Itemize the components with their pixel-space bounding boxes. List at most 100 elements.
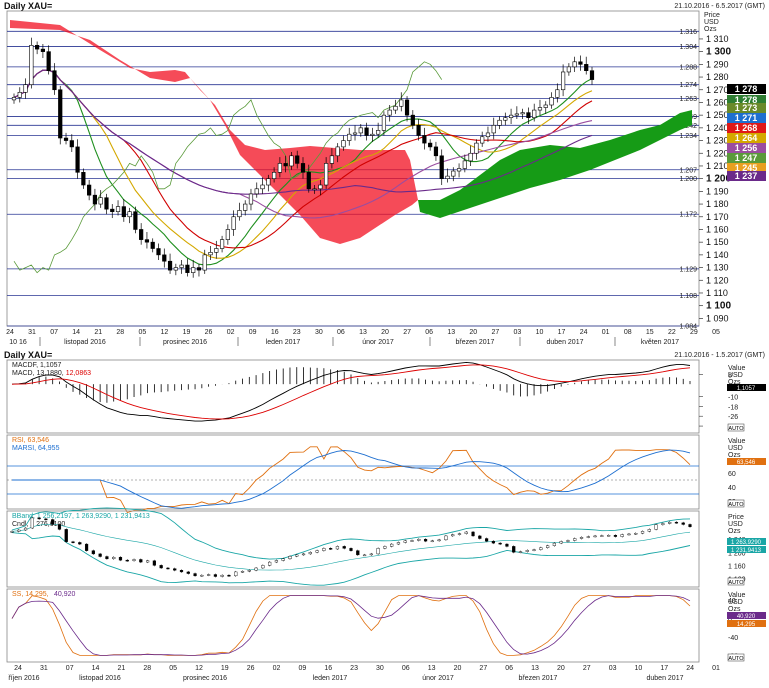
month-label: březen 2017 [519,675,558,682]
bband-lower-line [11,532,691,586]
bb-candle-body [444,535,448,541]
price-tick-label: 1 250 [706,110,729,120]
bb-candle-body [566,540,570,542]
stoch-value-box [727,620,766,627]
date-tick-label: 06 [402,665,410,672]
candle-body [404,99,410,116]
price-tick-label: 1 300 [706,47,731,58]
value-box-label: 1 256 [735,143,758,153]
price-tick-label: 1 280 [706,72,729,82]
bb-candle-body [288,556,292,560]
bb-candle-body [654,524,658,530]
candle-body [381,114,387,131]
date-tick-label: 13 [428,665,436,672]
candle-body [508,114,514,118]
bb-candle-body [10,531,14,533]
candle-body [514,113,519,116]
date-tick-label: 24 [686,665,694,672]
rsi-line [12,446,691,514]
candle-body [115,206,121,212]
bb-candle-body [579,537,584,539]
bb-candle-body [64,529,68,543]
bb-candle-body [112,556,116,560]
axis-header: Value [728,438,745,445]
value-box [727,123,766,133]
bb-candle-body [478,535,482,539]
value-box [727,133,766,143]
date-tick-label: 21 [94,329,102,336]
candle-body [289,155,294,167]
price-tick-label: 1 270 [706,85,729,95]
bb-candle-body [23,527,28,531]
bb-candle-body [539,547,543,550]
stoch-fast-line [11,595,691,656]
bb-candle-body [274,560,279,563]
bb-candle-body [593,535,597,538]
price-axis-header: Price [704,12,720,19]
value-box [727,153,766,163]
candle-body [237,210,242,218]
auto-scale-label: AUTO [728,502,744,508]
bb-candle-body [627,533,631,536]
bb-candle-body [268,561,272,566]
candle-body [387,109,392,116]
support-line-label: 1.304 [679,44,697,51]
candle-body [364,127,369,136]
bb-candle-body [613,535,618,537]
date-tick-label: 13 [531,665,539,672]
price-tick-label: 1 160 [706,224,729,234]
date-tick-label: 05 [138,329,146,336]
date-tick-label: 31 [28,329,36,336]
stoch-slow-line [11,595,691,656]
auto-scale-label: AUTO [728,580,744,586]
candle-legend: Cndl, 1 276,6100 [12,521,65,528]
axis-tick-label: 1 160 [728,563,746,570]
month-label: duben 2017 [547,339,584,346]
bb-candle-body [640,531,645,534]
date-tick-label: 30 [376,665,384,672]
value-box [727,143,766,153]
bb-candle-body [376,548,380,555]
price-tick-label: 1 310 [706,34,729,44]
candle-body [219,239,225,249]
date-tick-label: 06 [425,329,433,336]
bb-candle-body [207,574,211,576]
candle-body [329,155,335,164]
price-tick-label: 1 110 [706,288,728,298]
bb-candle-body [457,533,462,535]
date-tick-label: 15 [646,329,654,336]
ma-yellow-line [13,69,593,259]
bb-candle-body [349,548,353,551]
price-tick-label: 1 230 [706,136,729,146]
value-box [727,95,766,105]
candle-body [422,135,427,144]
bb-candle-body [329,548,333,550]
axis-header: Ozs [728,606,741,613]
date-tick-label: 24 [14,665,22,672]
date-tick-label: 24 [580,329,588,336]
month-label: leden 2017 [266,339,301,346]
bb-candle-body [559,541,563,544]
bb-candle-body [51,519,55,525]
candle-body [17,91,22,98]
month-label: listopad 2016 [79,675,121,682]
date-tick-label: 26 [247,665,255,672]
bb-candle-body [396,542,401,545]
price-axis-header: USD [704,19,719,26]
bb-candle-body [105,556,109,560]
candle-body [456,168,462,172]
bb-candle-body [661,523,665,525]
candle-body [52,70,57,91]
candle-body [468,152,473,162]
date-tick-label: 10 [635,665,643,672]
candle-body [306,172,311,190]
axis-tick-label: 40 [728,485,736,492]
date-tick-label: 14 [92,665,100,672]
candle-body [139,229,144,240]
month-label: duben 2017 [647,675,684,682]
date-tick-label: 20 [557,665,565,672]
date-tick-label: 16 [324,665,332,672]
price-tick-label: 1 210 [706,161,729,171]
candle-body [81,172,86,186]
